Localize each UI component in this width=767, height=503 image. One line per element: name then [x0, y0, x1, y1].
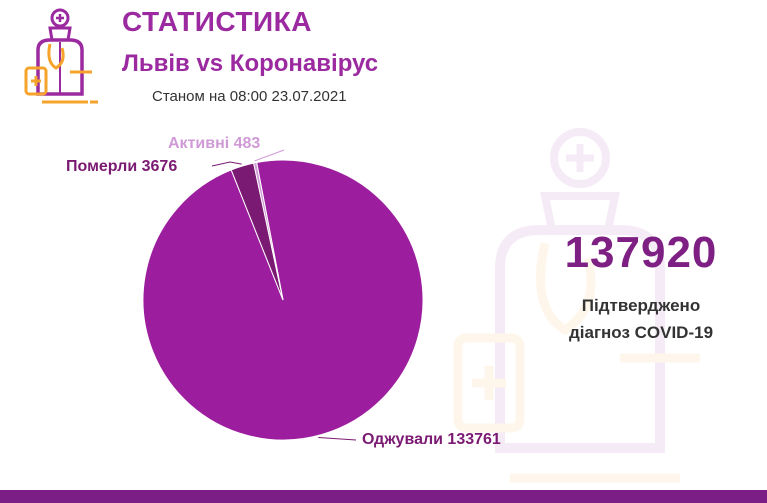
- bottom-bar: [0, 490, 767, 503]
- leader-active: [254, 149, 285, 162]
- slice-label-active: Активні 483: [168, 135, 260, 152]
- doctor-watermark-icon: [453, 128, 700, 483]
- report-date: Станом на 08:00 23.07.2021: [152, 88, 347, 105]
- total-caption: Підтверджено діагноз COVID-19: [546, 292, 736, 346]
- page-title: СТАТИСТИКА: [122, 6, 312, 37]
- leader-recovered: [318, 437, 357, 441]
- page-subtitle: Львів vs Коронавірус: [122, 50, 379, 77]
- slice-label-recovered: Оджували 133761: [362, 431, 501, 448]
- caption-line-1: Підтверджено: [581, 296, 701, 315]
- caption-line-2: діагноз COVID-19: [568, 323, 714, 342]
- doctor-logo-icon: [24, 8, 98, 104]
- total-confirmed: 137920: [564, 228, 718, 277]
- slice-active: [253, 161, 284, 301]
- slice-label-died: Померли 3676: [66, 158, 177, 175]
- leader-died: [211, 161, 242, 167]
